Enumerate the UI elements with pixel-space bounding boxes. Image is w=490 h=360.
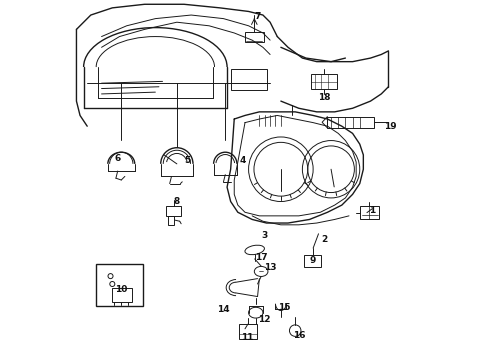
- Text: 1: 1: [369, 206, 375, 215]
- Bar: [311, 74, 337, 89]
- Bar: [327, 117, 374, 128]
- Bar: [245, 32, 264, 42]
- Bar: [231, 69, 267, 90]
- Text: 18: 18: [318, 93, 330, 102]
- Bar: [360, 206, 379, 220]
- Text: 5: 5: [185, 156, 191, 165]
- Bar: [166, 206, 181, 216]
- Text: 16: 16: [293, 332, 305, 341]
- Text: 6: 6: [115, 154, 121, 163]
- Text: 10: 10: [115, 285, 127, 294]
- Text: 2: 2: [321, 235, 327, 244]
- Text: 14: 14: [217, 305, 230, 314]
- Text: 19: 19: [384, 122, 396, 131]
- Bar: [239, 324, 257, 338]
- Text: 4: 4: [240, 156, 246, 165]
- Text: 17: 17: [255, 253, 268, 262]
- Bar: [168, 216, 174, 225]
- Text: 11: 11: [241, 333, 253, 342]
- Text: 3: 3: [262, 231, 268, 240]
- Text: 9: 9: [310, 256, 317, 265]
- Text: 8: 8: [174, 197, 180, 206]
- Bar: [96, 264, 143, 306]
- Text: 15: 15: [278, 303, 291, 312]
- Text: 7: 7: [254, 12, 261, 21]
- Text: 12: 12: [258, 315, 271, 324]
- Bar: [112, 288, 132, 302]
- Text: 13: 13: [264, 264, 276, 273]
- Bar: [304, 255, 321, 267]
